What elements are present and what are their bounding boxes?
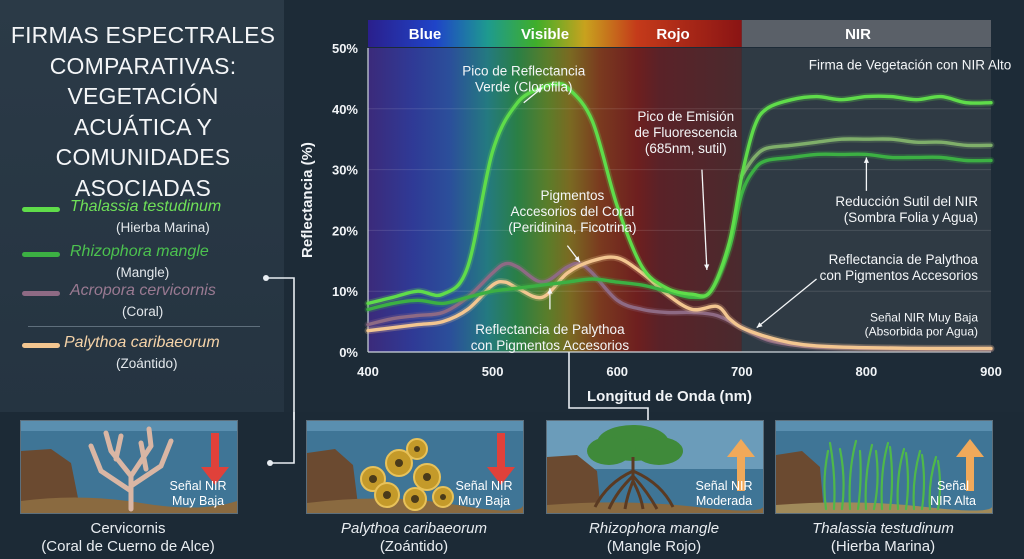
caption-palythoa-1: Palythoa caribaeorum <box>341 520 487 537</box>
legend-swatch-acropora <box>22 291 60 296</box>
legend-common-rhizophora: (Mangle) <box>116 265 170 280</box>
scene-palythoa-nir-1: Señal NIR <box>455 479 513 493</box>
caption-coral: Cervicornis (Coral de Cuerno de Alce) <box>20 520 236 556</box>
y-tick-label: 50% <box>332 41 358 56</box>
annot-fluorescence-line: de Fluorescencia <box>634 125 737 140</box>
legend-divider <box>28 326 260 327</box>
annot-palythoa-right-line: Reflectancia de Palythoa <box>829 252 979 267</box>
caption-mangrove: Rhizophora mangle (Mangle Rojo) <box>546 520 762 556</box>
x-tick-label: 900 <box>980 364 1002 379</box>
band-label-blue: Blue <box>409 26 442 43</box>
arrow-palythoa-right-head <box>756 322 763 328</box>
arrow-palythoa-right <box>756 278 817 329</box>
scene-mangrove-nir-1: Señal NIR <box>695 479 753 493</box>
x-tick-label: 600 <box>606 364 628 379</box>
annot-nir-high-line: Firma de Vegetación con NIR Alto <box>809 57 1012 72</box>
series-thalassia <box>366 82 993 306</box>
scene-seagrass: Señal NIR Alta <box>775 420 993 514</box>
annot-fluorescence-line: (685nm, sutil) <box>645 141 727 156</box>
scene-mangrove-nir: Señal NIR Moderada <box>689 479 759 509</box>
legend-swatch-palythoa <box>22 343 60 348</box>
legend-swatch-thalassia <box>22 207 60 212</box>
arrow-fluorescence <box>701 169 708 270</box>
scene-coral-nir: Señal NIR Muy Baja <box>163 479 233 509</box>
annot-nir-low-line: Señal NIR Muy Baja <box>870 311 978 325</box>
scene-coral: Señal NIR Muy Baja <box>20 420 238 514</box>
header-band-visible <box>368 20 742 47</box>
annot-fluorescence-line: Pico de Emisión <box>637 109 734 124</box>
caption-mangrove-2: (Mangle Rojo) <box>606 538 702 555</box>
scene-coral-nir-2: Muy Baja <box>171 494 225 508</box>
annot-coral-pigments-line: Pigmentos <box>540 188 604 203</box>
series-rhizophora-shade <box>740 137 993 178</box>
y-tick-label: 30% <box>332 163 358 178</box>
annot-palythoa-left-line: con Pigmentos Accesorios <box>471 338 630 353</box>
scene-seagrass-nir-1: Señal <box>937 479 969 493</box>
arrow-green-peak-head <box>536 87 543 93</box>
x-tick-label: 800 <box>856 364 878 379</box>
arrow-coral-pigments-head <box>574 256 580 263</box>
legend-name-thalassia: Thalassia testudinum <box>70 198 222 215</box>
connector-dot-bottom <box>267 460 273 466</box>
annot-palythoa-right-line: con Pigmentos Accesorios <box>820 268 979 283</box>
arrow-nir-reduction-head <box>863 157 870 163</box>
caption-mangrove-1: Rhizophora mangle <box>588 520 720 537</box>
annot-nir-reduction-line: (Sombra Folia y Agua) <box>844 210 978 225</box>
scene-seagrass-nir: Señal NIR Alta <box>918 479 988 509</box>
annot-green-peak-line: Verde (Clorofila) <box>475 79 573 94</box>
annot-nir-low-line: (Absorbida por Agua) <box>865 325 978 339</box>
legend-name-acropora: Acropora cervicornis <box>70 282 216 299</box>
x-axis-title: Longitud de Onda (nm) <box>587 388 752 405</box>
caption-seagrass-2: (Hierba Marina) <box>830 538 936 555</box>
band-label-nir: NIR <box>845 26 871 43</box>
caption-coral-1: Cervicornis <box>90 520 166 537</box>
caption-seagrass-1: Thalassia testudinum <box>812 520 954 537</box>
caption-palythoa-2: (Zoántido) <box>379 538 449 555</box>
legend-common-acropora: (Coral) <box>122 304 164 319</box>
mangrove-illustration <box>547 421 763 513</box>
coral-illustration <box>21 421 237 513</box>
series-palythoa <box>366 255 993 351</box>
x-tick-label: 700 <box>731 364 753 379</box>
scene-palythoa-nir-2: Muy Baja <box>457 494 511 508</box>
band-label-visible: Visible <box>521 26 569 43</box>
y-tick-label: 40% <box>332 102 358 117</box>
main-title: FIRMAS ESPECTRALES COMPARATIVAS: VEGETAC… <box>10 22 276 201</box>
caption-coral-2: (Coral de Cuerno de Alce) <box>41 538 215 555</box>
annot-nir-reduction-line: Reducción Sutil del NIR <box>835 194 978 209</box>
caption-seagrass: Thalassia testudinum (Hierba Marina) <box>770 520 996 556</box>
y-tick-label: 0% <box>339 345 358 360</box>
seagrass-illustration <box>776 421 992 513</box>
legend-swatch-rhizophora <box>22 252 60 257</box>
scene-mangrove: Señal NIR Moderada <box>546 420 764 514</box>
header-band-nir <box>741 20 991 47</box>
x-tick-label: 500 <box>482 364 504 379</box>
arrow-fluorescence-head <box>704 264 710 270</box>
caption-palythoa: Palythoa caribaeorum (Zoántido) <box>306 520 522 556</box>
y-tick-label: 10% <box>332 284 358 299</box>
scene-palythoa-nir: Señal NIR Muy Baja <box>449 479 519 509</box>
annot-green-peak-line: Pico de Reflectancia <box>462 63 586 78</box>
left-panel: FIRMAS ESPECTRALES COMPARATIVAS: VEGETAC… <box>0 0 284 412</box>
y-axis-title: Reflectancia (%) <box>299 142 316 258</box>
band-label-rojo: Rojo <box>656 26 689 43</box>
legend-common-thalassia: (Hierba Marina) <box>116 220 210 235</box>
arrow-palythoa-left-head <box>547 288 553 294</box>
annot-palythoa-left-line: Reflectancia de Palythoa <box>475 322 625 337</box>
legend-name-rhizophora: Rhizophora mangle <box>70 243 209 260</box>
y-tick-label: 20% <box>332 223 358 238</box>
scene-mangrove-nir-2: Moderada <box>695 494 753 508</box>
x-tick-label: 400 <box>357 364 379 379</box>
scene-palythoa: Señal NIR Muy Baja <box>306 420 524 514</box>
annot-coral-pigments-line: Accesorios del Coral <box>510 204 634 219</box>
palythoa-illustration <box>307 421 523 513</box>
legend-name-palythoa: Palythoa caribaeorum <box>64 334 220 351</box>
legend-common-palythoa: (Zoántido) <box>116 356 178 371</box>
annot-coral-pigments-line: (Peridinina, Ficotrina) <box>508 220 636 235</box>
spectral-chart: Blue Visible Rojo NIR 0% 10% 20% 30% 40% 50% 400 50… <box>299 20 1012 405</box>
scene-seagrass-nir-2: NIR Alta <box>930 494 976 508</box>
scene-coral-nir-1: Señal NIR <box>169 479 227 493</box>
